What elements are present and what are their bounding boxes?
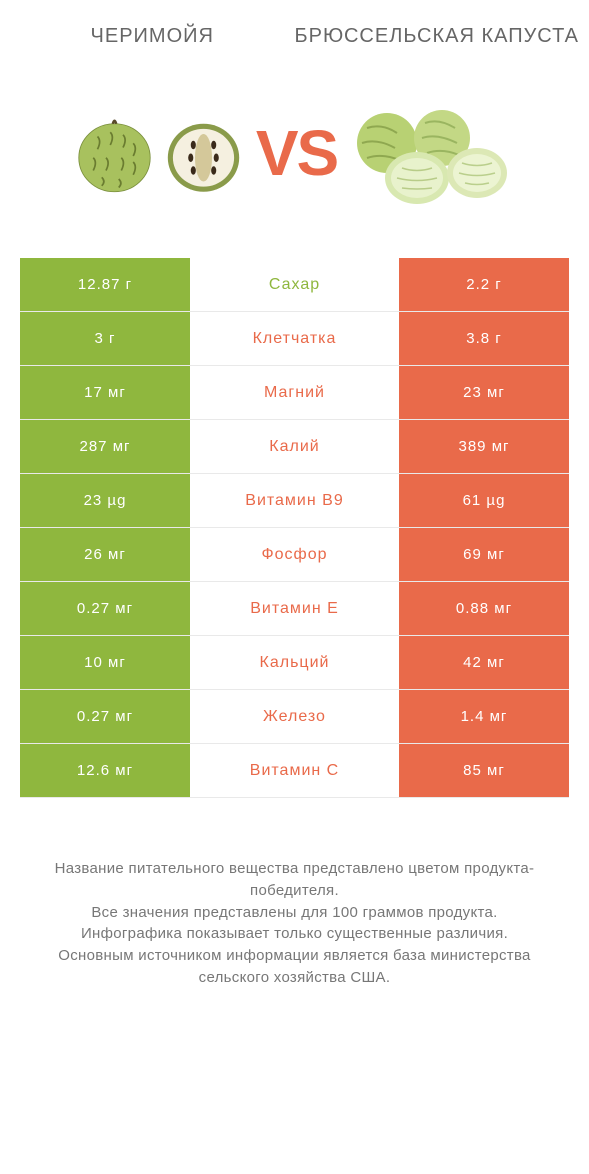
- left-value-cell: 12.87 г: [20, 258, 190, 311]
- right-value-cell: 61 µg: [399, 474, 569, 527]
- right-value-cell: 389 мг: [399, 420, 569, 473]
- nutrient-label: Кальций: [190, 636, 399, 689]
- right-value-cell: 1.4 мг: [399, 690, 569, 743]
- footer-line: Инфографика показывает только существенн…: [30, 923, 559, 945]
- cherimoya-whole-icon: [72, 111, 157, 196]
- right-value-cell: 0.88 мг: [399, 582, 569, 635]
- right-food-title: Брюссельская капуста: [295, 25, 580, 48]
- nutrient-label: Витамин C: [190, 744, 399, 797]
- left-value-cell: 17 мг: [20, 366, 190, 419]
- table-row: 26 мгФосфор69 мг: [20, 528, 569, 582]
- table-row: 0.27 мгВитамин E0.88 мг: [20, 582, 569, 636]
- table-row: 0.27 мгЖелезо1.4 мг: [20, 690, 569, 744]
- cherimoya-half-icon: [161, 111, 246, 196]
- footer-line: Название питательного вещества представл…: [30, 858, 559, 902]
- left-value-cell: 23 µg: [20, 474, 190, 527]
- right-value-cell: 85 мг: [399, 744, 569, 797]
- table-row: 12.6 мгВитамин C85 мг: [20, 744, 569, 798]
- right-value-cell: 2.2 г: [399, 258, 569, 311]
- nutrient-label: Сахар: [190, 258, 399, 311]
- left-food-image: [72, 111, 246, 196]
- left-value-cell: 287 мг: [20, 420, 190, 473]
- table-row: 23 µgВитамин B961 µg: [20, 474, 569, 528]
- left-value-cell: 12.6 мг: [20, 744, 190, 797]
- left-value-cell: 0.27 мг: [20, 582, 190, 635]
- nutrient-label: Витамин E: [190, 582, 399, 635]
- left-value-cell: 0.27 мг: [20, 690, 190, 743]
- nutrient-label: Клетчатка: [190, 312, 399, 365]
- left-food-title: Черимойя: [10, 25, 295, 48]
- table-row: 10 мгКальций42 мг: [20, 636, 569, 690]
- table-row: 12.87 гСахар2.2 г: [20, 258, 569, 312]
- right-value-cell: 23 мг: [399, 366, 569, 419]
- right-value-cell: 3.8 г: [399, 312, 569, 365]
- left-value-cell: 26 мг: [20, 528, 190, 581]
- left-value-cell: 10 мг: [20, 636, 190, 689]
- nutrient-label: Железо: [190, 690, 399, 743]
- nutrient-label: Калий: [190, 420, 399, 473]
- nutrient-label: Фосфор: [190, 528, 399, 581]
- brussels-sprouts-icon: [347, 98, 517, 208]
- vs-label: VS: [256, 116, 337, 190]
- right-food-image: [347, 98, 517, 208]
- table-row: 17 мгМагний23 мг: [20, 366, 569, 420]
- right-value-cell: 42 мг: [399, 636, 569, 689]
- footer-line: Все значения представлены для 100 граммо…: [30, 902, 559, 924]
- footer-line: Основным источником информации является …: [30, 945, 559, 989]
- right-value-cell: 69 мг: [399, 528, 569, 581]
- image-row: VS: [0, 58, 589, 258]
- nutrient-label: Витамин B9: [190, 474, 399, 527]
- table-row: 3 гКлетчатка3.8 г: [20, 312, 569, 366]
- nutrient-label: Магний: [190, 366, 399, 419]
- footer-notes: Название питательного вещества представл…: [0, 798, 589, 1009]
- header-row: Черимойя Брюссельская капуста: [0, 0, 589, 58]
- table-row: 287 мгКалий389 мг: [20, 420, 569, 474]
- nutrient-table: 12.87 гСахар2.2 г3 гКлетчатка3.8 г17 мгМ…: [0, 258, 589, 798]
- left-value-cell: 3 г: [20, 312, 190, 365]
